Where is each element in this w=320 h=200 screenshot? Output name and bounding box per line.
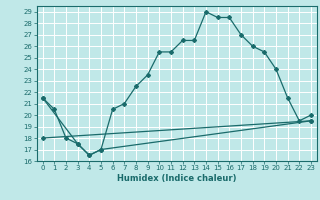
- X-axis label: Humidex (Indice chaleur): Humidex (Indice chaleur): [117, 174, 236, 183]
